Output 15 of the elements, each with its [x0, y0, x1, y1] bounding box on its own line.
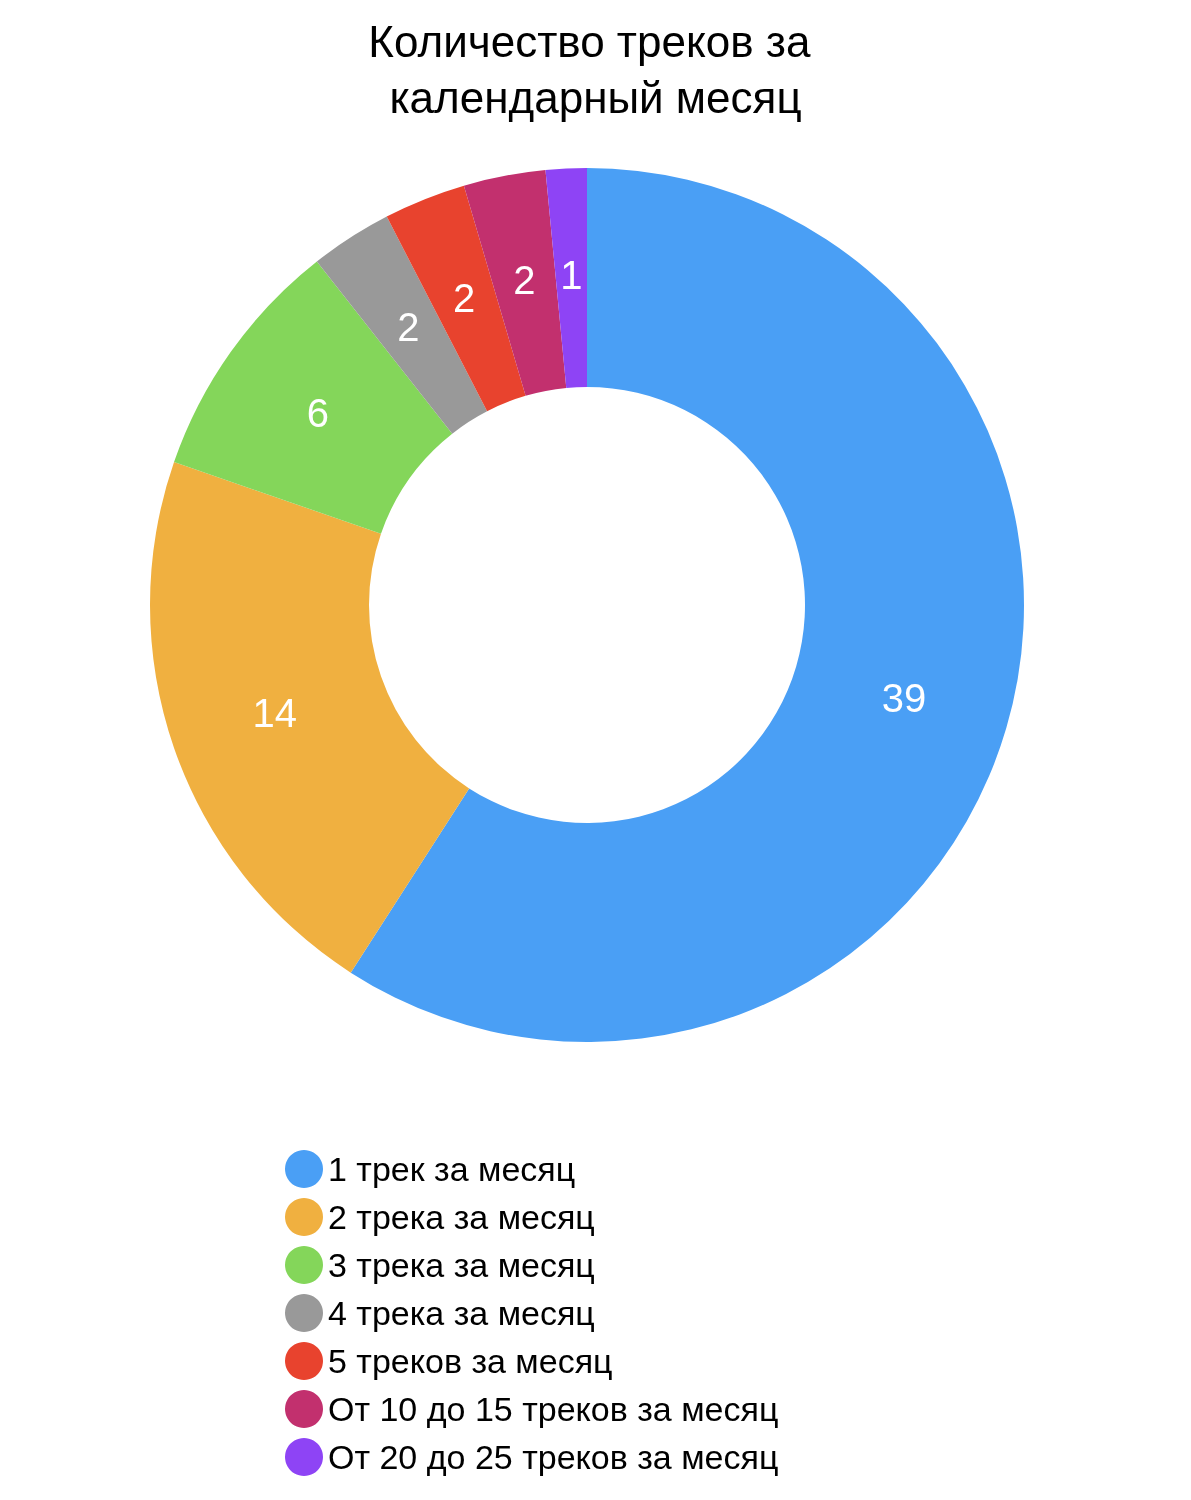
- legend-label: 1 трек за месяц: [328, 1150, 576, 1188]
- data-label: 2: [453, 276, 476, 321]
- data-label: 14: [252, 691, 297, 736]
- data-label: 2: [513, 258, 536, 303]
- legend-label: От 20 до 25 треков за месяц: [328, 1438, 779, 1476]
- legend-label: 3 трека за месяц: [328, 1246, 595, 1284]
- legend-label: 4 трека за месяц: [328, 1294, 595, 1332]
- legend-label: 2 трека за месяц: [328, 1198, 595, 1236]
- chart-title: Количество треков за календарный месяц: [368, 16, 823, 122]
- legend-label: От 10 до 15 треков за месяц: [328, 1390, 779, 1428]
- data-label: 1: [560, 252, 583, 297]
- data-label: 2: [397, 304, 420, 349]
- data-label: 6: [306, 391, 329, 436]
- legend-label: 5 треков за месяц: [328, 1342, 613, 1380]
- data-label: 39: [881, 676, 927, 721]
